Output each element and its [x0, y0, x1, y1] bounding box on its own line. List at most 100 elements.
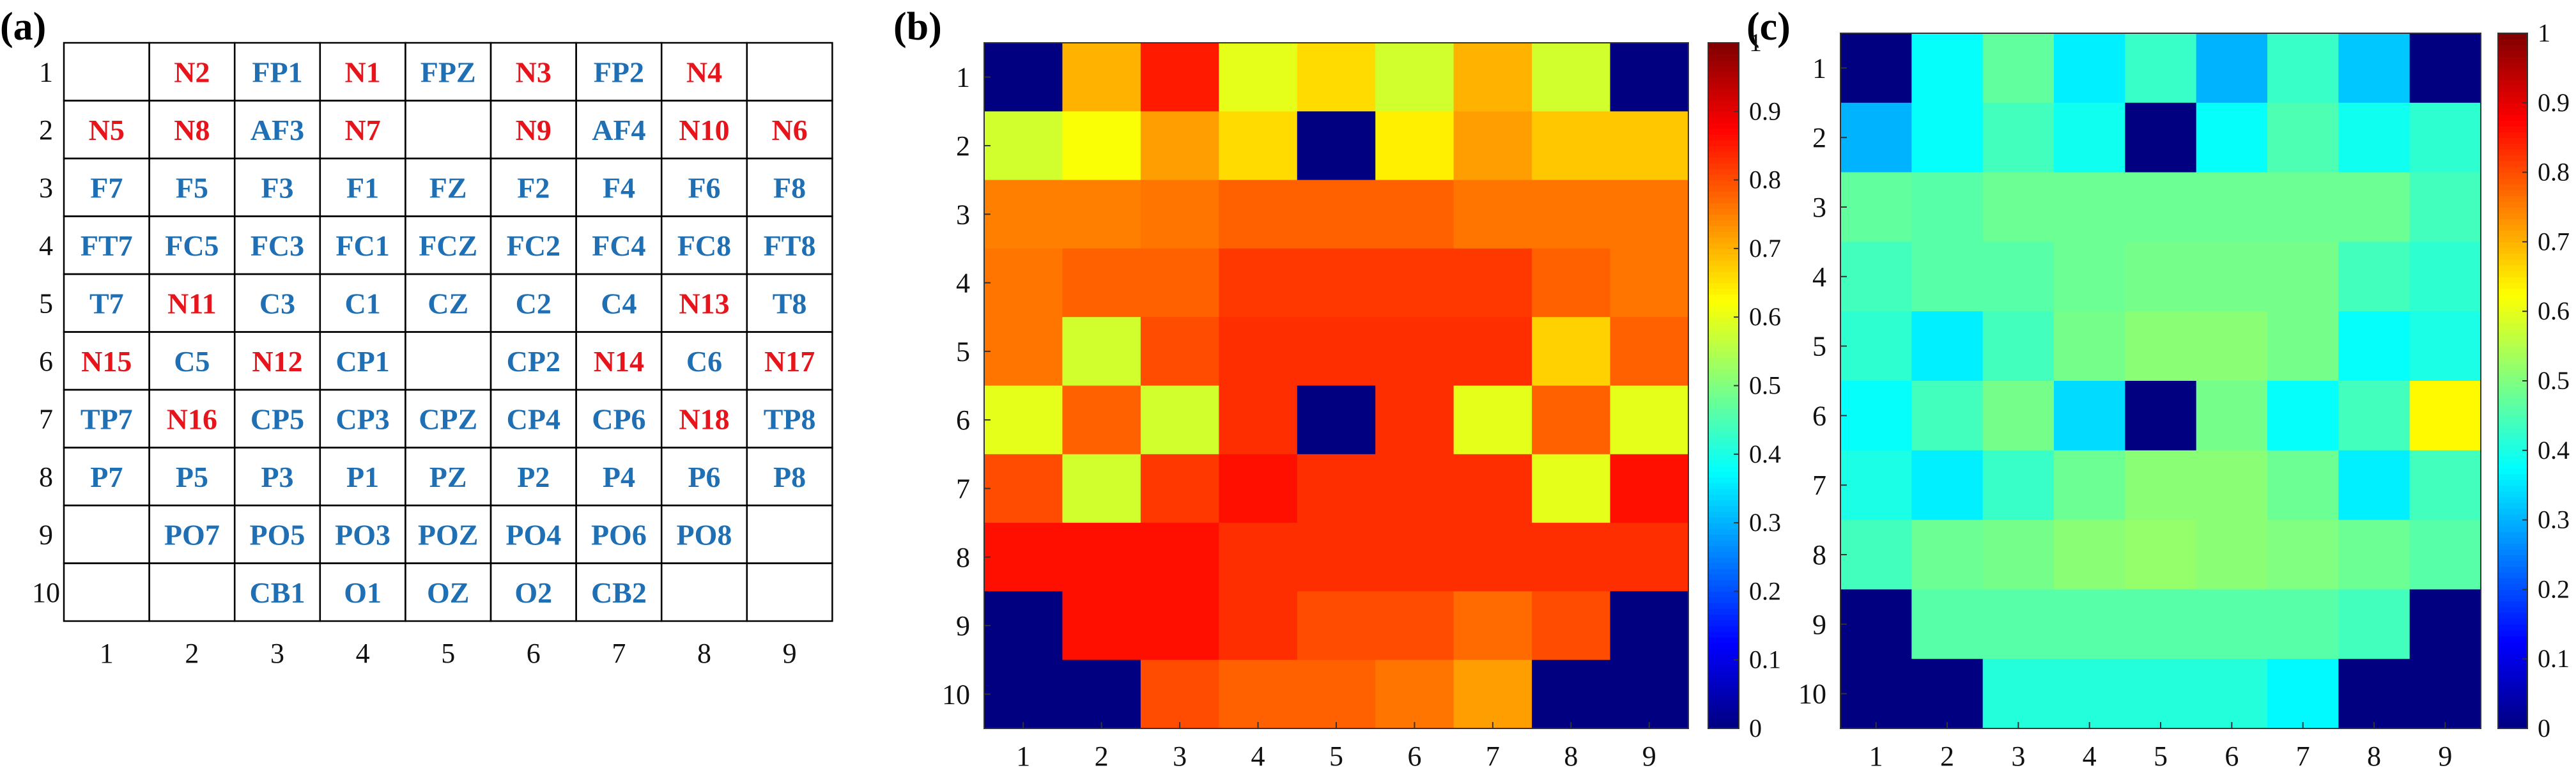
colorbar-tick-label: 1 — [2538, 19, 2550, 47]
heatmap-cell — [2267, 519, 2339, 590]
colorbar-segment — [2498, 427, 2527, 434]
heatmap-cell — [1532, 454, 1611, 523]
electrode-label: CP3 — [335, 403, 389, 435]
colorbar-segment — [1708, 523, 1739, 529]
heatmap-cell — [2338, 102, 2410, 173]
colorbar-tick-label: 0.3 — [1749, 508, 1781, 537]
heatmap-cell — [2196, 450, 2268, 521]
electrode-label: N17 — [764, 345, 815, 378]
y-tick-label: 9 — [956, 610, 970, 642]
heatmap-cell — [1062, 385, 1141, 455]
colorbar-segment — [1708, 562, 1739, 569]
heatmap-cell — [2196, 381, 2268, 451]
colorbar-segment — [1708, 237, 1739, 243]
electrode-label: P2 — [517, 461, 550, 493]
electrode-label: FT7 — [81, 229, 133, 262]
y-tick-label: 4 — [1812, 261, 1826, 293]
colorbar-segment — [1708, 642, 1739, 649]
colorbar-segment — [1708, 157, 1739, 164]
colorbar-segment — [1708, 471, 1739, 478]
colorbar-segment — [2498, 461, 2527, 468]
table-cell: CP3 — [319, 388, 406, 449]
table-cell: F8 — [746, 157, 833, 217]
colorbar-tick-label: 0.9 — [2538, 88, 2570, 117]
colorbar-segment — [2498, 555, 2527, 561]
colorbar-segment — [1708, 145, 1739, 152]
colorbar-segment — [1708, 671, 1739, 678]
table-cell: P8 — [746, 447, 833, 507]
table-cell: P2 — [490, 447, 577, 507]
colorbar-segment — [1708, 654, 1739, 661]
colorbar-segment — [2498, 438, 2527, 445]
electrode-label: TP8 — [764, 403, 816, 435]
heatmap-cell — [1982, 519, 2055, 590]
colorbar-segment — [2498, 699, 2527, 706]
heatmap-cell — [1219, 317, 1298, 387]
colorbar-segment — [1708, 597, 1739, 604]
heatmap-cell — [984, 248, 1063, 318]
colorbar-segment — [2498, 560, 2527, 567]
heatmap-cell — [1532, 591, 1611, 661]
table-cell: FP2 — [575, 42, 663, 102]
table-cell: PO6 — [575, 504, 663, 564]
heatmap-cell — [1062, 454, 1141, 523]
table-cell — [405, 100, 492, 160]
table-cell — [148, 562, 236, 622]
heatmap-cell — [1219, 111, 1298, 181]
electrode-label: T7 — [89, 287, 124, 319]
electrode-label: N7 — [344, 114, 380, 146]
colorbar-segment — [1708, 580, 1739, 587]
table-cell-border — [746, 42, 833, 102]
heatmap-cell — [2054, 242, 2125, 312]
heatmap-cell — [2409, 172, 2481, 242]
colorbar-segment — [2498, 711, 2527, 718]
colorbar-segment — [2498, 693, 2527, 700]
heatmap-cell — [1982, 172, 2055, 242]
colorbar-segment — [1708, 626, 1739, 632]
colorbar-segment — [2498, 468, 2527, 474]
colorbar-segment — [1708, 105, 1739, 112]
heatmap-cell — [1375, 180, 1454, 249]
y-tick-label: 6 — [956, 404, 970, 436]
heatmap-cell — [1062, 180, 1141, 249]
heatmap-cell — [984, 659, 1063, 729]
colorbar-segment — [2498, 224, 2527, 231]
colorbar-segment — [2498, 102, 2527, 109]
heatmap-cell — [2267, 659, 2339, 729]
electrode-label: PO8 — [677, 518, 732, 551]
heatmap-cell — [984, 317, 1063, 387]
table-cell: F4 — [575, 157, 663, 217]
heatmap-cell — [1453, 591, 1532, 661]
heatmap-cell — [1911, 102, 1984, 173]
heatmap-cell — [984, 591, 1063, 661]
heatmap-cell — [1375, 111, 1454, 181]
colorbar-segment — [1708, 380, 1739, 387]
row-tick-label: 2 — [39, 114, 53, 146]
heatmap-cell — [1532, 659, 1611, 729]
colorbar-segment — [2498, 363, 2527, 370]
colorbar-segment — [2498, 334, 2527, 341]
heatmap-cell — [1062, 591, 1141, 661]
colorbar-segment — [1708, 494, 1739, 501]
heatmap-cell — [2196, 33, 2268, 104]
x-tick-label: 2 — [1095, 741, 1109, 772]
heatmap-cell — [1840, 659, 1912, 729]
heatmap-cell — [2196, 659, 2268, 729]
heatmap-cell — [2054, 33, 2125, 104]
colorbar-segment — [2498, 514, 2527, 521]
heatmap-cell — [2409, 33, 2481, 104]
colorbar-segment — [2498, 606, 2527, 613]
colorbar-segment — [2498, 450, 2527, 457]
colorbar-segment — [2498, 56, 2527, 63]
heatmap-cell — [984, 385, 1063, 455]
electrode-label: FP1 — [252, 56, 302, 88]
heatmap-cell — [2409, 381, 2481, 451]
y-tick-label: 7 — [956, 473, 970, 504]
colorbar-segment — [2498, 629, 2527, 636]
electrode-label: FC1 — [335, 229, 389, 262]
electrode-label: C3 — [259, 287, 295, 319]
colorbar-segment — [1708, 300, 1739, 307]
colorbar-segment — [2498, 166, 2527, 173]
colorbar-tick-label: 0.9 — [1749, 96, 1781, 125]
electrode-label: CB1 — [250, 576, 305, 609]
